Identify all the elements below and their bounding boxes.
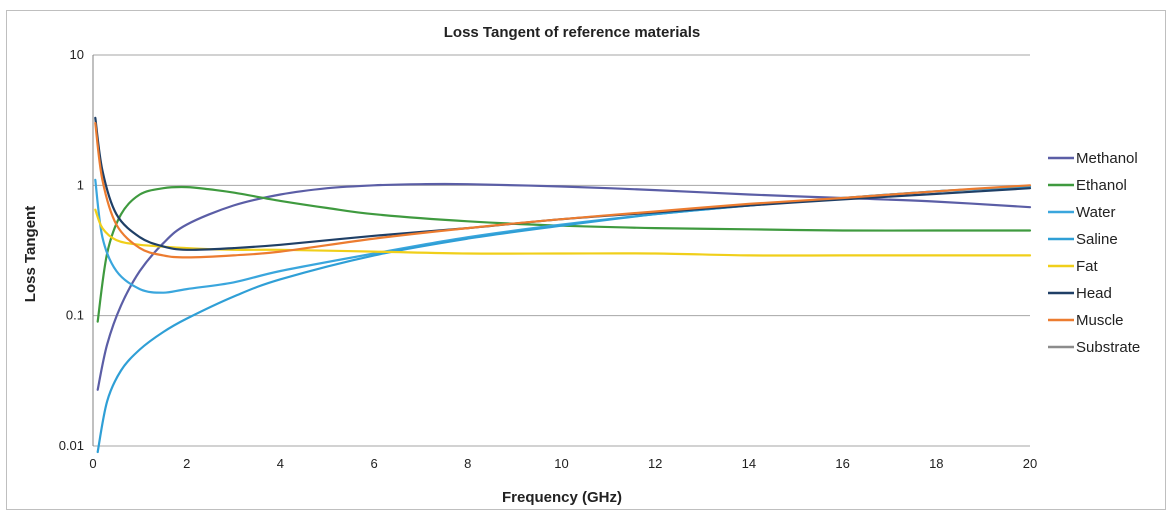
x-tick-label-3: 6 bbox=[370, 456, 377, 471]
legend-label-muscle: Muscle bbox=[1076, 312, 1124, 329]
series-line-muscle bbox=[94, 122, 1032, 259]
series-line-methanol bbox=[96, 182, 1032, 391]
chart-title: Loss Tangent of reference materials bbox=[444, 24, 700, 41]
ticks: 0.01 0.1 1 10 0 2 4 6 8 10 12 14 16 18 20 bbox=[59, 47, 1038, 471]
chart-frame bbox=[6, 10, 1166, 510]
legend: Methanol Ethanol Water Saline Fat Head Muscle S… bbox=[1048, 150, 1140, 356]
y-tick-label-0: 0.01 bbox=[59, 438, 84, 453]
legend-label-methanol: Methanol bbox=[1076, 150, 1138, 167]
x-tick-label-8: 16 bbox=[835, 456, 849, 471]
x-tick-label-7: 14 bbox=[742, 456, 756, 471]
series-lines bbox=[94, 116, 1032, 454]
x-axis-title: Frequency (GHz) bbox=[502, 489, 622, 506]
x-tick-label-0: 0 bbox=[89, 456, 96, 471]
y-axis-title: Loss Tangent bbox=[22, 206, 39, 302]
legend-label-head: Head bbox=[1076, 285, 1112, 302]
legend-label-ethanol: Ethanol bbox=[1076, 177, 1127, 194]
y-tick-label-2: 1 bbox=[77, 177, 84, 192]
y-tick-label-3: 10 bbox=[70, 47, 84, 62]
grid bbox=[92, 54, 1030, 447]
legend-label-saline: Saline bbox=[1076, 231, 1118, 248]
y-tick-label-1: 0.1 bbox=[66, 308, 84, 323]
series-line-ethanol bbox=[96, 185, 1032, 323]
x-tick-label-9: 18 bbox=[929, 456, 943, 471]
legend-label-water: Water bbox=[1076, 204, 1115, 221]
legend-label-fat: Fat bbox=[1076, 258, 1099, 275]
x-tick-label-2: 4 bbox=[277, 456, 284, 471]
series-line-saline bbox=[96, 185, 1032, 454]
x-tick-label-4: 8 bbox=[464, 456, 471, 471]
series-line-head bbox=[94, 116, 1032, 251]
legend-label-substrate: Substrate bbox=[1076, 339, 1140, 356]
x-tick-label-6: 12 bbox=[648, 456, 662, 471]
x-tick-label-5: 10 bbox=[554, 456, 568, 471]
x-tick-label-1: 2 bbox=[183, 456, 190, 471]
x-tick-label-10: 20 bbox=[1023, 456, 1037, 471]
series-line-fat bbox=[94, 208, 1032, 257]
